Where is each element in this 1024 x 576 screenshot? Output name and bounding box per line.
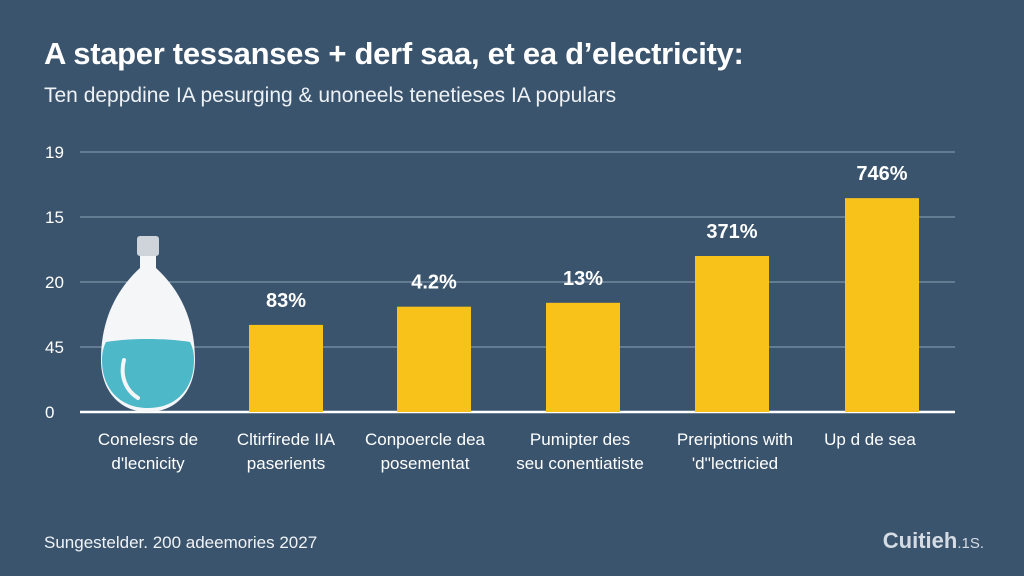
y-tick-label: 15	[45, 208, 64, 227]
flask-icon	[101, 236, 195, 412]
y-tick-label: 20	[45, 273, 64, 292]
y-tick-label: 0	[45, 403, 54, 422]
brand-name: Cuitieh	[882, 528, 958, 553]
data-label: 4.2%	[411, 272, 457, 294]
data-label: 371%	[706, 221, 757, 243]
bar	[845, 198, 919, 412]
data-label: 746%	[856, 163, 907, 185]
x-tick-label: Conelesrs de	[98, 430, 198, 449]
bar	[249, 324, 323, 412]
data-label: 83%	[266, 290, 306, 312]
x-tick-label: posementat	[381, 454, 470, 473]
x-tick-label: d'lecnicity	[111, 454, 185, 473]
chart-subtitle: Ten deppdine IA pesurging & unoneels ten…	[44, 84, 617, 107]
y-tick-label: 45	[45, 338, 64, 357]
bar	[695, 256, 769, 412]
x-tick-label: 'd''lectricied	[692, 454, 778, 473]
data-label: 13%	[563, 268, 603, 290]
x-tick-label: paserients	[247, 454, 325, 473]
chart-title: A staper tessanses + derf saa, et ea d’e…	[44, 36, 744, 71]
x-tick-label: Cltirfirede IIA	[237, 430, 336, 449]
bar	[397, 306, 471, 412]
brand-logo: Cuitieh.1S.	[883, 528, 984, 554]
x-tick-label: Conpoercle dea	[365, 430, 486, 449]
source-note: Sungestelder. 200 adeemories 2027	[44, 533, 318, 552]
brand-suffix: .1S.	[957, 535, 984, 552]
y-tick-label: 19	[45, 143, 64, 162]
x-tick-label: Pumipter des	[530, 430, 630, 449]
bar	[546, 302, 620, 412]
x-tick-label: Up d de sea	[824, 430, 916, 449]
x-tick-label: seu conentiatiste	[516, 454, 644, 473]
x-tick-label: Preriptions with	[677, 430, 793, 449]
